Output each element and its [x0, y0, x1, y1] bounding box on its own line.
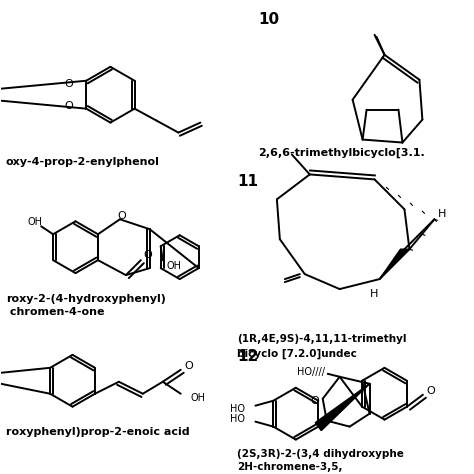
Text: roxyphenyl)prop-2-enoic acid: roxyphenyl)prop-2-enoic acid [6, 427, 190, 437]
Text: O: O [310, 396, 319, 406]
Text: 11: 11 [237, 174, 258, 190]
Text: OH: OH [191, 393, 206, 403]
Text: 2,6,6-trimethylbicyclo[3.1.: 2,6,6-trimethylbicyclo[3.1. [258, 147, 425, 158]
Text: OH: OH [27, 217, 43, 227]
Text: 2H-chromene-3,5,: 2H-chromene-3,5, [237, 462, 343, 472]
Text: OH: OH [167, 261, 182, 271]
Text: O: O [64, 79, 73, 89]
Text: 10: 10 [258, 12, 279, 27]
Text: O: O [427, 386, 435, 396]
Text: roxy-2-(4-hydroxyphenyl): roxy-2-(4-hydroxyphenyl) [6, 294, 165, 304]
Text: (1R,4E,9S)-4,11,11-trimethyl: (1R,4E,9S)-4,11,11-trimethyl [237, 334, 407, 344]
Text: (2S,3R)-2-(3,4 dihydroxyphe: (2S,3R)-2-(3,4 dihydroxyphe [237, 448, 404, 458]
Polygon shape [315, 384, 370, 430]
Text: O: O [64, 100, 73, 110]
Text: chromen-4-one: chromen-4-one [6, 307, 104, 317]
Text: HO////: HO//// [297, 367, 325, 377]
Text: HO: HO [230, 404, 246, 414]
Text: oxy-4-prop-2-enylphenol: oxy-4-prop-2-enylphenol [6, 157, 160, 167]
Text: H: H [370, 289, 379, 299]
Text: O: O [118, 211, 126, 221]
Text: HO: HO [230, 414, 246, 424]
Polygon shape [380, 249, 409, 279]
Text: H: H [438, 210, 447, 219]
Text: O: O [144, 250, 152, 260]
Text: bicyclo [7.2.0]undec: bicyclo [7.2.0]undec [237, 349, 357, 359]
Text: O: O [184, 361, 193, 371]
Text: 12: 12 [237, 349, 258, 364]
